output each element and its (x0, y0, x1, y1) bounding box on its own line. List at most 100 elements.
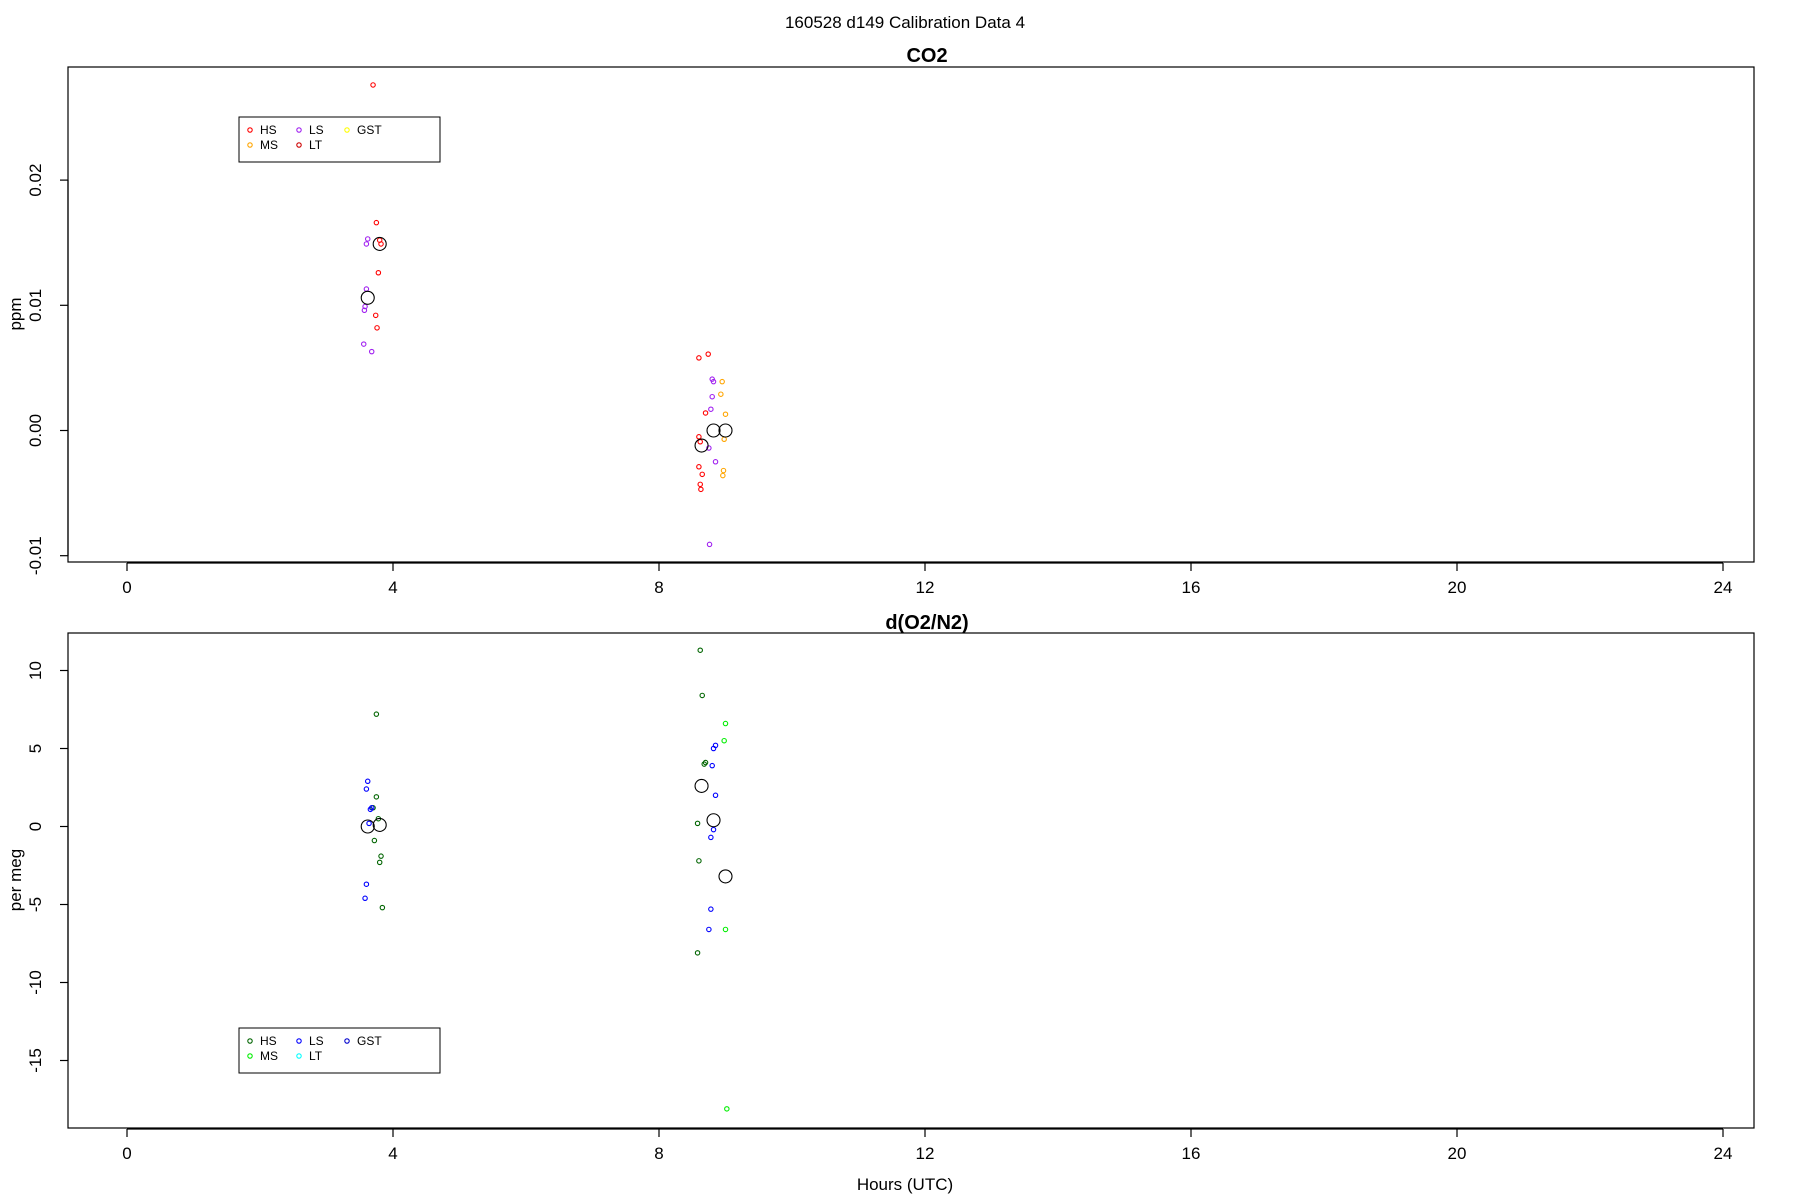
o2n2-legend-marker-gst (344, 1038, 350, 1044)
co2-point-hs (696, 434, 702, 440)
co2-legend-box (238, 116, 441, 163)
o2n2-average-point (694, 778, 709, 793)
co2-point-hs (696, 464, 702, 470)
co2-point-ls (709, 393, 715, 400)
o2n2-point-ls (710, 826, 717, 833)
co2-point-ls (708, 406, 714, 412)
co2-point-hs (372, 312, 379, 319)
o2n2-legend-label-hs: HS (260, 1034, 277, 1048)
co2-point-ls (712, 459, 719, 465)
o2n2-y-tick-label: 5 (26, 744, 45, 753)
o2n2-point-hs (701, 761, 707, 767)
o2n2-y-tick-label: -10 (26, 970, 45, 995)
co2-average-point (372, 236, 387, 252)
co2-panel-title: CO2 (906, 45, 947, 67)
o2n2-y-axis-title: per meg (6, 849, 25, 911)
o2n2-point-hs (697, 647, 703, 653)
co2-x-tick-label: 16 (1182, 578, 1201, 597)
o2n2-point-ls (363, 881, 370, 887)
co2-point-ms (721, 436, 727, 443)
o2n2-y-tick-label: -5 (26, 897, 45, 912)
o2n2-x-axis: 0 4 8 12 16 20 24 (122, 1128, 1733, 1163)
o2n2-y-tick-label: -15 (26, 1048, 45, 1073)
co2-legend-marker-ls (296, 127, 302, 133)
co2-x-tick-label: 12 (916, 578, 935, 597)
co2-point-hs (378, 241, 384, 247)
o2n2-legend-marker-lt (296, 1053, 302, 1059)
co2-average-point (718, 423, 733, 438)
co2-average-point (706, 423, 721, 438)
co2-x-tick-label: 0 (122, 578, 131, 597)
co2-legend-label-hs: HS (260, 123, 277, 137)
o2n2-point-hs (699, 692, 705, 699)
co2-legend-label-ms: MS (260, 138, 278, 152)
o2n2-panel: d(O2/N2) 0 4 8 12 16 20 24 -15 -10 -5 0 5 10 per me… (6, 612, 1755, 1163)
o2n2-point-ls (366, 820, 372, 827)
o2n2-point-hs (379, 904, 386, 911)
o2n2-data-points (360, 647, 733, 1112)
o2n2-point-hs (378, 853, 384, 859)
co2-legend-marker-lt (296, 142, 302, 148)
co2-point-ls (710, 378, 717, 385)
co2-y-axis: -0.01 0.00 0.01 0.02 (26, 164, 69, 575)
co2-average-point (360, 290, 375, 305)
co2-point-ls (368, 348, 375, 355)
o2n2-point-hs (371, 837, 378, 844)
co2-x-axis: 0 4 8 12 16 20 24 (122, 562, 1733, 597)
co2-y-tick-label: 0.01 (26, 289, 45, 322)
o2n2-point-hs (373, 711, 380, 717)
co2-point-hs (698, 486, 704, 493)
o2n2-point-ls (706, 926, 712, 933)
o2n2-point-hs (694, 820, 701, 827)
o2n2-legend-label-ms: MS (260, 1049, 278, 1063)
o2n2-point-ms (722, 720, 729, 727)
co2-point-ms (722, 411, 729, 417)
co2-point-hs (697, 481, 703, 488)
o2n2-x-tick-label: 20 (1448, 1144, 1467, 1163)
co2-point-ls (706, 445, 712, 451)
o2n2-panel-title: d(O2/N2) (885, 612, 968, 634)
o2n2-x-tick-label: 24 (1714, 1144, 1733, 1163)
o2n2-point-ls (709, 762, 715, 769)
co2-point-ms (720, 467, 727, 474)
o2n2-point-hs (373, 794, 380, 800)
o2n2-point-hs (696, 858, 702, 864)
co2-legend-label-ls: LS (309, 123, 324, 137)
o2n2-average-point (706, 813, 721, 828)
figure-title: 160528 d149 Calibration Data 4 (785, 13, 1025, 32)
o2n2-point-hs (694, 950, 701, 956)
co2-data-points (360, 82, 733, 548)
o2n2-legend-marker-hs (247, 1038, 253, 1044)
co2-y-tick-label: -0.01 (26, 536, 45, 575)
o2n2-point-ls (708, 834, 714, 841)
o2n2-x-tick-label: 16 (1182, 1144, 1201, 1163)
o2n2-legend-label-lt: LT (309, 1049, 323, 1063)
o2n2-x-tick-label: 4 (388, 1144, 397, 1163)
co2-x-tick-label: 24 (1714, 578, 1733, 597)
o2n2-legend-marker-ms (247, 1053, 253, 1059)
co2-point-ls (360, 341, 367, 347)
o2n2-y-axis: -15 -10 -5 0 5 10 (26, 661, 69, 1073)
o2n2-x-tick-label: 0 (122, 1144, 131, 1163)
co2-point-hs (696, 355, 702, 361)
o2n2-point-hs (376, 859, 383, 866)
o2n2-legend-box (238, 1027, 441, 1074)
co2-point-ls (706, 541, 713, 548)
o2n2-average-point (372, 817, 387, 832)
co2-point-hs (702, 410, 709, 416)
co2-point-ls (362, 303, 368, 310)
co2-point-hs (370, 82, 376, 88)
o2n2-average-point (718, 869, 733, 884)
co2-y-tick-label: 0.00 (26, 414, 45, 447)
x-axis-title: Hours (UTC) (857, 1175, 953, 1194)
co2-legend-marker-gst (344, 127, 350, 133)
o2n2-x-tick-label: 12 (916, 1144, 935, 1163)
co2-legend-label-gst: GST (357, 123, 382, 137)
co2-x-tick-label: 4 (388, 578, 397, 597)
o2n2-y-tick-label: 0 (26, 822, 45, 831)
co2-y-tick-label: 0.02 (26, 164, 45, 197)
